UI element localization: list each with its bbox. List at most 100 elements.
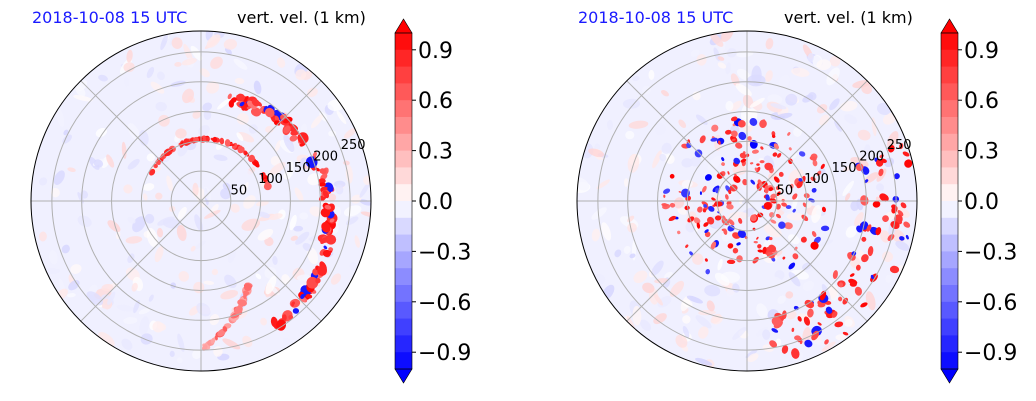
field-speckle (220, 290, 239, 300)
updraft-cell (904, 159, 913, 168)
updraft-cell (854, 286, 863, 296)
right-panel: 2018-10-08 15 UTC vert. vel. (1 km) 50 10… (546, 0, 1036, 401)
updraft-cell (306, 276, 319, 289)
downdraft-cell (811, 187, 817, 193)
field-speckle (876, 183, 884, 192)
downdraft-cell (705, 268, 711, 275)
field-speckle (39, 177, 48, 186)
updraft-cell (832, 270, 838, 280)
colorbar-tick-label: −0.6 (418, 291, 471, 316)
updraft-cell (787, 132, 791, 136)
colorbar-segment (395, 150, 412, 168)
downdraft-cell (721, 157, 725, 162)
updraft-cell (811, 231, 817, 237)
azimuth-spoke (200, 80, 322, 202)
updraft-cell (809, 156, 817, 161)
colorbar-extend-min (394, 368, 413, 384)
field-speckle (606, 119, 614, 131)
field-speckle (843, 166, 852, 172)
updraft-cell (775, 203, 781, 210)
field-speckle (730, 73, 740, 87)
updraft-cell (784, 222, 793, 230)
field-speckle (211, 268, 219, 276)
updraft-cell (738, 217, 743, 224)
field-speckle (241, 182, 249, 195)
updraft-cell (711, 124, 719, 132)
updraft-cell (149, 169, 156, 176)
field-speckle (829, 98, 840, 111)
updraft-cell (879, 193, 889, 202)
field-speckle (732, 165, 747, 175)
updraft-cell (243, 283, 252, 292)
field-speckle (654, 122, 667, 136)
updraft-cell (722, 215, 727, 223)
colorbar-segment (941, 217, 958, 236)
updraft-cell (328, 250, 333, 254)
downdraft-cell (710, 137, 718, 142)
updraft-cell (879, 154, 884, 158)
updraft-cell (775, 185, 781, 191)
field-speckle (725, 62, 731, 75)
field-speckle (696, 54, 707, 66)
updraft-cell (668, 215, 677, 222)
field-speckle (682, 315, 691, 324)
updraft-cell (325, 234, 337, 245)
downdraft-cell (798, 151, 806, 157)
updraft-cell (849, 281, 857, 287)
updraft-cell (678, 191, 682, 193)
field-speckle (844, 114, 858, 125)
field-speckle (844, 319, 853, 327)
updraft-cell (305, 293, 313, 299)
field-speckle (276, 57, 286, 68)
azimuth-spoke (80, 200, 202, 322)
field-speckle (677, 207, 687, 215)
updraft-cell (219, 137, 225, 145)
colorbar-segment (941, 150, 958, 168)
updraft-cell (737, 119, 746, 128)
colorbar-segment (395, 184, 412, 202)
updraft-cell (274, 120, 281, 126)
field-speckle (213, 154, 228, 161)
updraft-cell (726, 204, 734, 210)
updraft-cell (842, 297, 849, 305)
field-speckle (194, 240, 206, 250)
colorbar-segment (941, 83, 958, 101)
colorbar-segment (395, 335, 412, 353)
updraft-cell (728, 189, 732, 195)
updraft-cell (860, 302, 868, 308)
updraft-cell (201, 344, 208, 351)
field-speckle (577, 177, 590, 191)
updraft-cell (274, 115, 280, 123)
downdraft-cell (893, 173, 900, 180)
field-speckle (343, 205, 362, 217)
colorbar-segment (395, 285, 412, 303)
field-speckle (202, 102, 213, 112)
updraft-cell (903, 221, 911, 228)
field-speckle (236, 113, 249, 125)
radial-tick-label: 50 (231, 184, 248, 199)
field-speckle (887, 131, 899, 149)
field-speckle (345, 216, 359, 226)
field-speckle (360, 211, 371, 218)
field-speckle (206, 81, 220, 94)
field-speckle (139, 316, 150, 336)
field-speckle (792, 352, 804, 366)
azimuth-spoke (626, 200, 748, 322)
field-speckle (882, 251, 894, 262)
updraft-cell (702, 208, 707, 213)
radial-tick-label: 150 (832, 161, 857, 176)
colorbar-tick-label: −0.9 (418, 341, 471, 366)
updraft-cell (757, 249, 763, 253)
field-speckle (732, 327, 747, 341)
updraft-cell (280, 113, 288, 120)
updraft-cell (751, 149, 759, 154)
updraft-cell (771, 134, 776, 139)
field-speckle (628, 120, 649, 129)
field-speckle (146, 227, 158, 248)
field-speckle (682, 325, 690, 338)
field-speckle (192, 110, 201, 119)
updraft-cell (889, 265, 900, 274)
downdraft-cell (704, 229, 709, 234)
field-speckle (190, 45, 203, 61)
